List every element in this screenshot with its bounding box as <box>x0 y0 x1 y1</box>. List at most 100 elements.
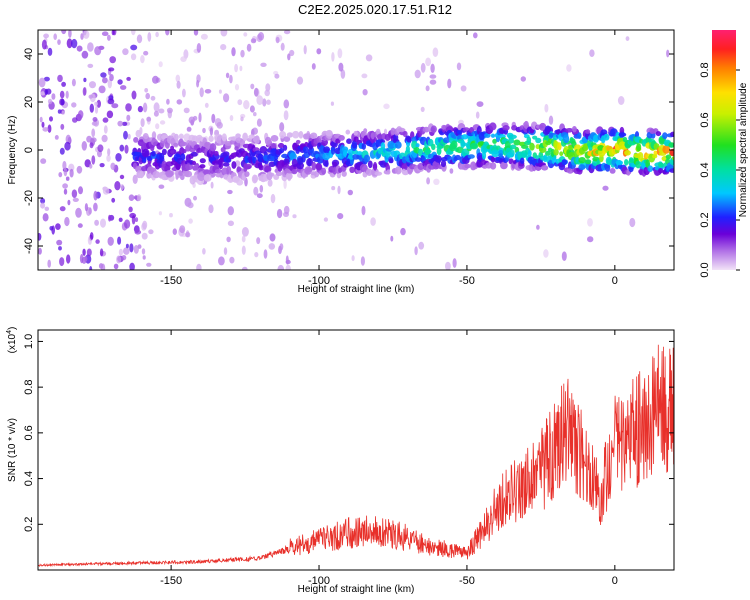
heatmap-cell <box>283 205 290 215</box>
heatmap-cell <box>61 30 67 35</box>
heatmap-cell <box>578 157 586 164</box>
heatmap-cell <box>61 110 65 115</box>
heatmap-cell <box>454 154 461 161</box>
heatmap-cell <box>310 132 318 139</box>
heatmap-cell <box>107 148 111 156</box>
heatmap-cell <box>185 232 191 238</box>
heatmap-cell <box>64 141 71 151</box>
heatmap-cell <box>199 158 206 164</box>
heatmap-cell <box>433 178 440 185</box>
heatmap-cell <box>311 63 316 70</box>
heatmap-cell <box>196 79 200 88</box>
heatmap-cell <box>153 110 159 117</box>
heatmap-cell <box>208 204 214 214</box>
heatmap-cell <box>181 148 187 154</box>
heatmap-cell <box>169 213 173 218</box>
heatmap-cell <box>262 98 267 107</box>
heatmap-cell <box>220 30 228 37</box>
heatmap-cell <box>513 139 521 146</box>
heatmap-cell <box>655 131 662 137</box>
heatmap-cell <box>82 87 87 96</box>
heatmap-cell <box>467 154 475 159</box>
chart-title: C2E2.2025.020.17.51.R12 <box>298 2 452 17</box>
heatmap-cell <box>193 30 199 36</box>
heatmap-cell <box>59 257 65 267</box>
heatmap-cell <box>89 163 93 169</box>
heatmap-cell <box>665 154 672 160</box>
heatmap-cell <box>51 93 56 100</box>
heatmap-cell <box>521 152 528 158</box>
heatmap-cell <box>292 130 300 139</box>
heatmap-cell <box>51 225 55 235</box>
heatmap-cell <box>267 179 273 187</box>
heatmap-cell <box>198 112 202 123</box>
heatmap-cell <box>670 131 674 137</box>
heatmap-cell <box>430 63 435 73</box>
heatmap-cell <box>147 32 152 42</box>
heatmap-cell <box>146 262 152 267</box>
heatmap-cell <box>87 63 94 68</box>
heatmap-cell <box>251 174 258 184</box>
heatmap-cell <box>263 249 268 259</box>
heatmap-cell <box>111 30 115 36</box>
heatmap-cell <box>535 137 542 144</box>
heatmap-cell <box>402 130 408 138</box>
heatmap-cell <box>141 148 150 158</box>
heatmap-cell <box>39 116 43 123</box>
heatmap-cell <box>264 165 272 173</box>
snr-frame <box>37 329 675 571</box>
heatmap-cell <box>414 246 418 256</box>
heatmap-cell <box>158 108 165 114</box>
heatmap-cell <box>345 129 351 135</box>
heatmap-cell <box>166 98 170 105</box>
colorbar-tick-label: 0.8 <box>699 62 711 77</box>
heatmap-cell <box>130 53 137 61</box>
heatmap-cell <box>227 189 233 195</box>
heatmap-cell <box>235 133 241 138</box>
heatmap-cell <box>337 185 341 195</box>
heatmap-cell <box>440 160 447 168</box>
heatmap-cell <box>424 148 431 156</box>
heatmap-cell <box>343 149 348 158</box>
heatmap-cell <box>123 130 128 140</box>
heatmap-cell <box>557 142 562 151</box>
heatmap-cell <box>461 148 470 157</box>
heatmap-cell <box>367 160 373 169</box>
heatmap-cell <box>363 154 371 163</box>
heatmap-cell <box>283 144 288 151</box>
heatmap-cell <box>109 56 116 64</box>
heatmap-cell <box>226 236 231 243</box>
heatmap-cell <box>88 94 93 99</box>
heatmap-cell <box>76 45 83 52</box>
heatmap-cell <box>662 145 671 154</box>
heatmap-cell <box>285 264 291 270</box>
spectrogram-x-ticks: -150 -100 -50 0 <box>160 30 618 287</box>
heatmap-cell <box>158 184 165 189</box>
heatmap-cell <box>572 126 577 133</box>
heatmap-cell <box>291 158 298 168</box>
heatmap-cell <box>561 159 567 166</box>
heatmap-cell <box>142 220 148 230</box>
heatmap-cell <box>264 136 272 145</box>
heatmap-cell <box>470 143 479 150</box>
heatmap-cell <box>62 183 68 189</box>
heatmap-cell <box>240 49 245 58</box>
heatmap-cell <box>256 237 261 245</box>
heatmap-cell <box>307 158 312 166</box>
heatmap-cell <box>279 147 285 154</box>
heatmap-cell <box>298 131 304 139</box>
heatmap-cell <box>93 202 98 212</box>
heatmap-cell <box>159 152 165 161</box>
heatmap-cell <box>500 161 508 170</box>
heatmap-cell <box>57 74 63 83</box>
heatmap-cell <box>41 121 45 128</box>
heatmap-cell <box>236 166 242 173</box>
heatmap-cell <box>117 120 123 127</box>
heatmap-cell <box>172 228 177 235</box>
heatmap-cell <box>523 120 529 129</box>
heatmap-cell <box>561 251 567 261</box>
heatmap-cell <box>115 153 122 162</box>
heatmap-cell <box>280 42 285 51</box>
x-tick-label: -100 <box>308 575 330 587</box>
heatmap-cell <box>213 150 219 157</box>
